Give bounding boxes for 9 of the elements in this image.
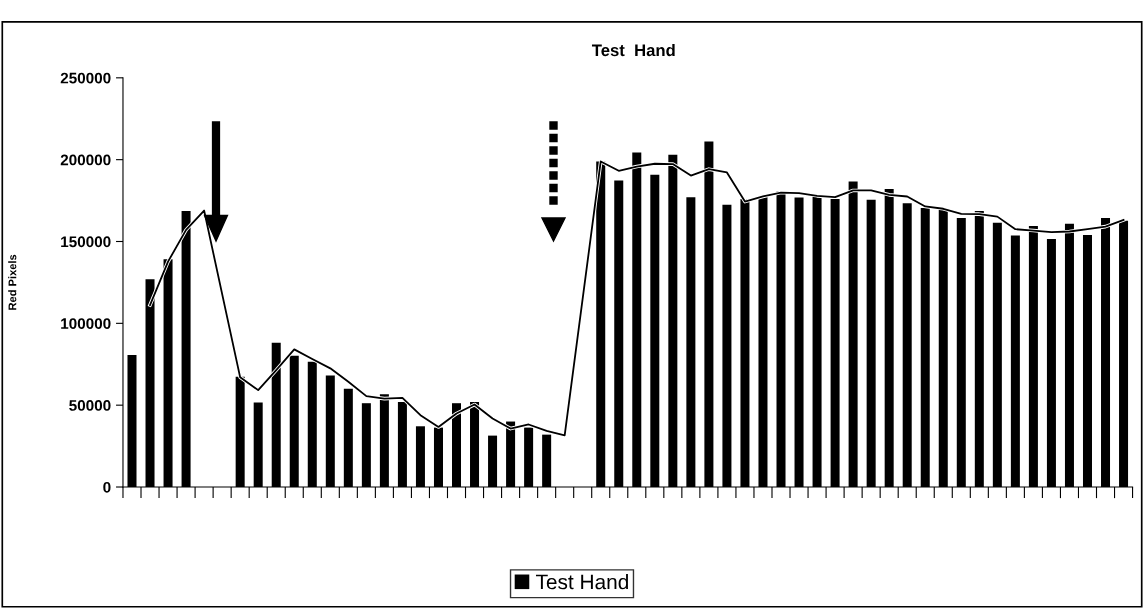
chart-title: Test Hand xyxy=(591,43,675,57)
y-tick-label: 200000 xyxy=(60,154,111,166)
y-tick-label: 50000 xyxy=(69,400,111,411)
y-tick-label: 0 xyxy=(103,481,111,493)
legend-label: Test Hand xyxy=(535,574,628,590)
y-tick-label: 100000 xyxy=(61,318,111,330)
y-tick-label: 150000 xyxy=(61,236,111,248)
y-axis-title: Red Pixels xyxy=(8,254,17,310)
y-tick-label: 250000 xyxy=(60,72,111,84)
